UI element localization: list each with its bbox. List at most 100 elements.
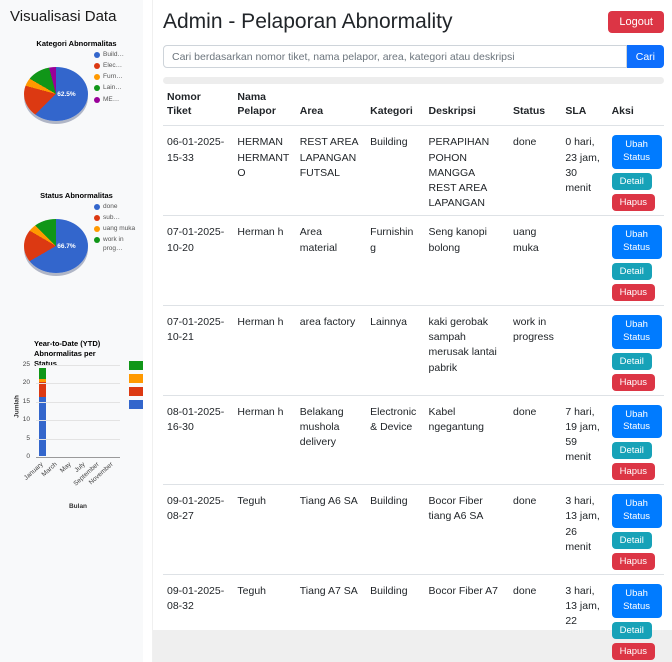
ubah-status-button[interactable]: Ubah Status <box>611 225 662 259</box>
legend-item: uang muka <box>94 225 142 233</box>
table-bottom-strip <box>153 630 672 662</box>
legend-swatch <box>94 52 100 58</box>
search-button[interactable]: Cari <box>626 45 664 68</box>
cell-nomor-tiket: 07-01-2025-10-20 <box>163 215 234 306</box>
bar-segment <box>39 367 46 379</box>
cell-sla: 3 hari, 13 jam, 26 menit <box>561 484 608 575</box>
legend-item: ME… <box>94 96 142 104</box>
cell-aksi: Ubah Status Detail Hapus <box>608 126 664 216</box>
legend-swatch <box>94 226 100 233</box>
kategori-pie-title: Kategori Abnormalitas <box>36 39 117 48</box>
pie-slice-label: 62.5% <box>57 90 76 98</box>
y-tick-label: 25 <box>22 361 30 368</box>
cell-kategori: Building <box>370 136 408 149</box>
hapus-button[interactable]: Hapus <box>611 463 656 481</box>
cell-aksi: Ubah Status Detail Hapus <box>607 215 664 306</box>
ubah-status-button[interactable]: Ubah Status <box>611 583 662 618</box>
bar-plot-area: 0 5 10 15 20 25 <box>23 361 120 460</box>
cell-aksi: Ubah Status Detail Hapus <box>607 305 664 396</box>
cell-aksi: Ubah Status Detail Hapus <box>607 573 664 662</box>
cell-nama-pelapor: Herman h <box>233 305 296 396</box>
cell-deskripsi: Seng kanopi bolong <box>424 215 510 306</box>
bar-segment <box>39 382 46 398</box>
table-header: Nomor Tiket Nama Pelapor Area Kategori D… <box>163 84 664 127</box>
legend-swatch <box>94 237 100 244</box>
detail-button[interactable]: Detail <box>611 172 652 190</box>
cell-status: work in progress <box>509 305 562 396</box>
table-row: 07-01-2025-10-21 Herman h area factory L… <box>163 305 664 396</box>
ubah-status-button[interactable]: Ubah Status <box>611 315 662 349</box>
legend-swatch <box>94 85 100 92</box>
legend-label: Elec… <box>103 62 123 70</box>
ubah-status-button[interactable]: Ubah Status <box>611 404 662 439</box>
cell-nama-pelapor: Herman h <box>233 215 296 306</box>
cell-area: Area material <box>295 215 367 306</box>
legend-label: sub… <box>103 214 120 222</box>
legend-swatch <box>94 96 100 103</box>
ytd-bar-card: Year-to-Date (YTD) Abnormalitas per Stat… <box>10 339 143 527</box>
hapus-button[interactable]: Hapus <box>611 284 656 301</box>
legend-swatch <box>94 204 100 210</box>
y-tick-label: 20 <box>22 379 30 387</box>
cell-kategori: Building <box>366 484 425 575</box>
legend-swatch <box>129 387 143 396</box>
cell-status: done <box>509 484 562 575</box>
search-input[interactable] <box>163 45 627 68</box>
hapus-button[interactable]: Hapus <box>611 193 656 211</box>
table-body: 06-01-2025-15-33 HERMAN HERMANTO REST AR… <box>163 126 664 662</box>
cell-aksi: Ubah Status Detail Hapus <box>607 484 664 575</box>
sidebar-title: Visualisasi Data <box>10 8 117 25</box>
y-tick-label: 0 <box>26 453 30 460</box>
detail-button[interactable]: Detail <box>611 621 652 639</box>
cell-status: uang muka <box>509 215 562 306</box>
cell-sla: 0 hari, 23 jam, 30 menit <box>565 136 600 194</box>
ubah-status-button[interactable]: Ubah Status <box>611 494 662 528</box>
hapus-button[interactable]: Hapus <box>611 373 656 391</box>
legend-swatch <box>129 400 143 409</box>
legend-swatch <box>94 74 100 81</box>
cell-kategori: Electronic & Device <box>366 394 425 485</box>
col-area: Area <box>295 84 367 127</box>
legend-item: work in prog… <box>94 236 142 252</box>
page-header: Admin - Pelaporan Abnormality Logout <box>163 10 664 34</box>
col-deskripsi: Deskripsi <box>424 84 510 127</box>
detail-button[interactable]: Detail <box>611 263 652 280</box>
abnormality-table: Nomor Tiket Nama Pelapor Area Kategori D… <box>163 84 664 662</box>
gridline <box>36 365 120 366</box>
cell-deskripsi: kaki gerobak sampah merusak lantai pabri… <box>424 305 510 396</box>
col-aksi: Aksi <box>607 84 664 127</box>
cell-area: REST AREA LAPANGAN FUTSAL <box>299 136 358 179</box>
legend-label: Furn… <box>103 73 123 81</box>
y-tick-label: 10 <box>22 416 30 424</box>
cell-status: done <box>509 394 562 485</box>
cell-area: Tiang A6 SA <box>295 484 367 575</box>
cell-sla <box>561 215 608 306</box>
y-tick-label: 15 <box>22 397 30 405</box>
detail-button[interactable]: Detail <box>611 531 652 549</box>
bar-segment <box>39 397 46 456</box>
cell-nama-pelapor: Herman h <box>233 394 296 485</box>
gridline <box>36 457 120 458</box>
status-pie-card: Status Abnormalitas 66.7% done sub… uang m… <box>10 191 143 291</box>
cell-deskripsi: Bocor Fiber tiang A6 SA <box>424 484 510 575</box>
detail-button[interactable]: Detail <box>611 442 652 460</box>
detail-button[interactable]: Detail <box>611 352 652 370</box>
cell-aksi: Ubah Status Detail Hapus <box>607 394 664 485</box>
cell-deskripsi: Kabel ngegantung <box>424 394 510 485</box>
legend-label: work in prog… <box>103 236 124 252</box>
gridline <box>36 383 120 385</box>
col-nama-pelapor: Nama Pelapor <box>233 84 296 127</box>
legend-item: Furn… <box>94 73 142 81</box>
logout-button[interactable]: Logout <box>608 11 664 33</box>
cell-nomor-tiket: 09-01-2025-08-27 <box>163 484 234 575</box>
ubah-status-button[interactable]: Ubah Status <box>611 135 662 169</box>
col-kategori: Kategori <box>366 84 425 127</box>
cell-deskripsi: PERAPIHAN POHON MANGGA REST AREA LAPANGA… <box>428 136 490 210</box>
hapus-button[interactable]: Hapus <box>611 552 656 570</box>
table-top-strip <box>163 77 664 84</box>
page-title: Admin - Pelaporan Abnormality <box>163 10 453 33</box>
gridline <box>36 420 120 422</box>
legend-label: Build… <box>103 51 124 58</box>
hapus-button[interactable]: Hapus <box>611 642 656 660</box>
cell-nomor-tiket: 08-01-2025-16-30 <box>163 394 234 485</box>
